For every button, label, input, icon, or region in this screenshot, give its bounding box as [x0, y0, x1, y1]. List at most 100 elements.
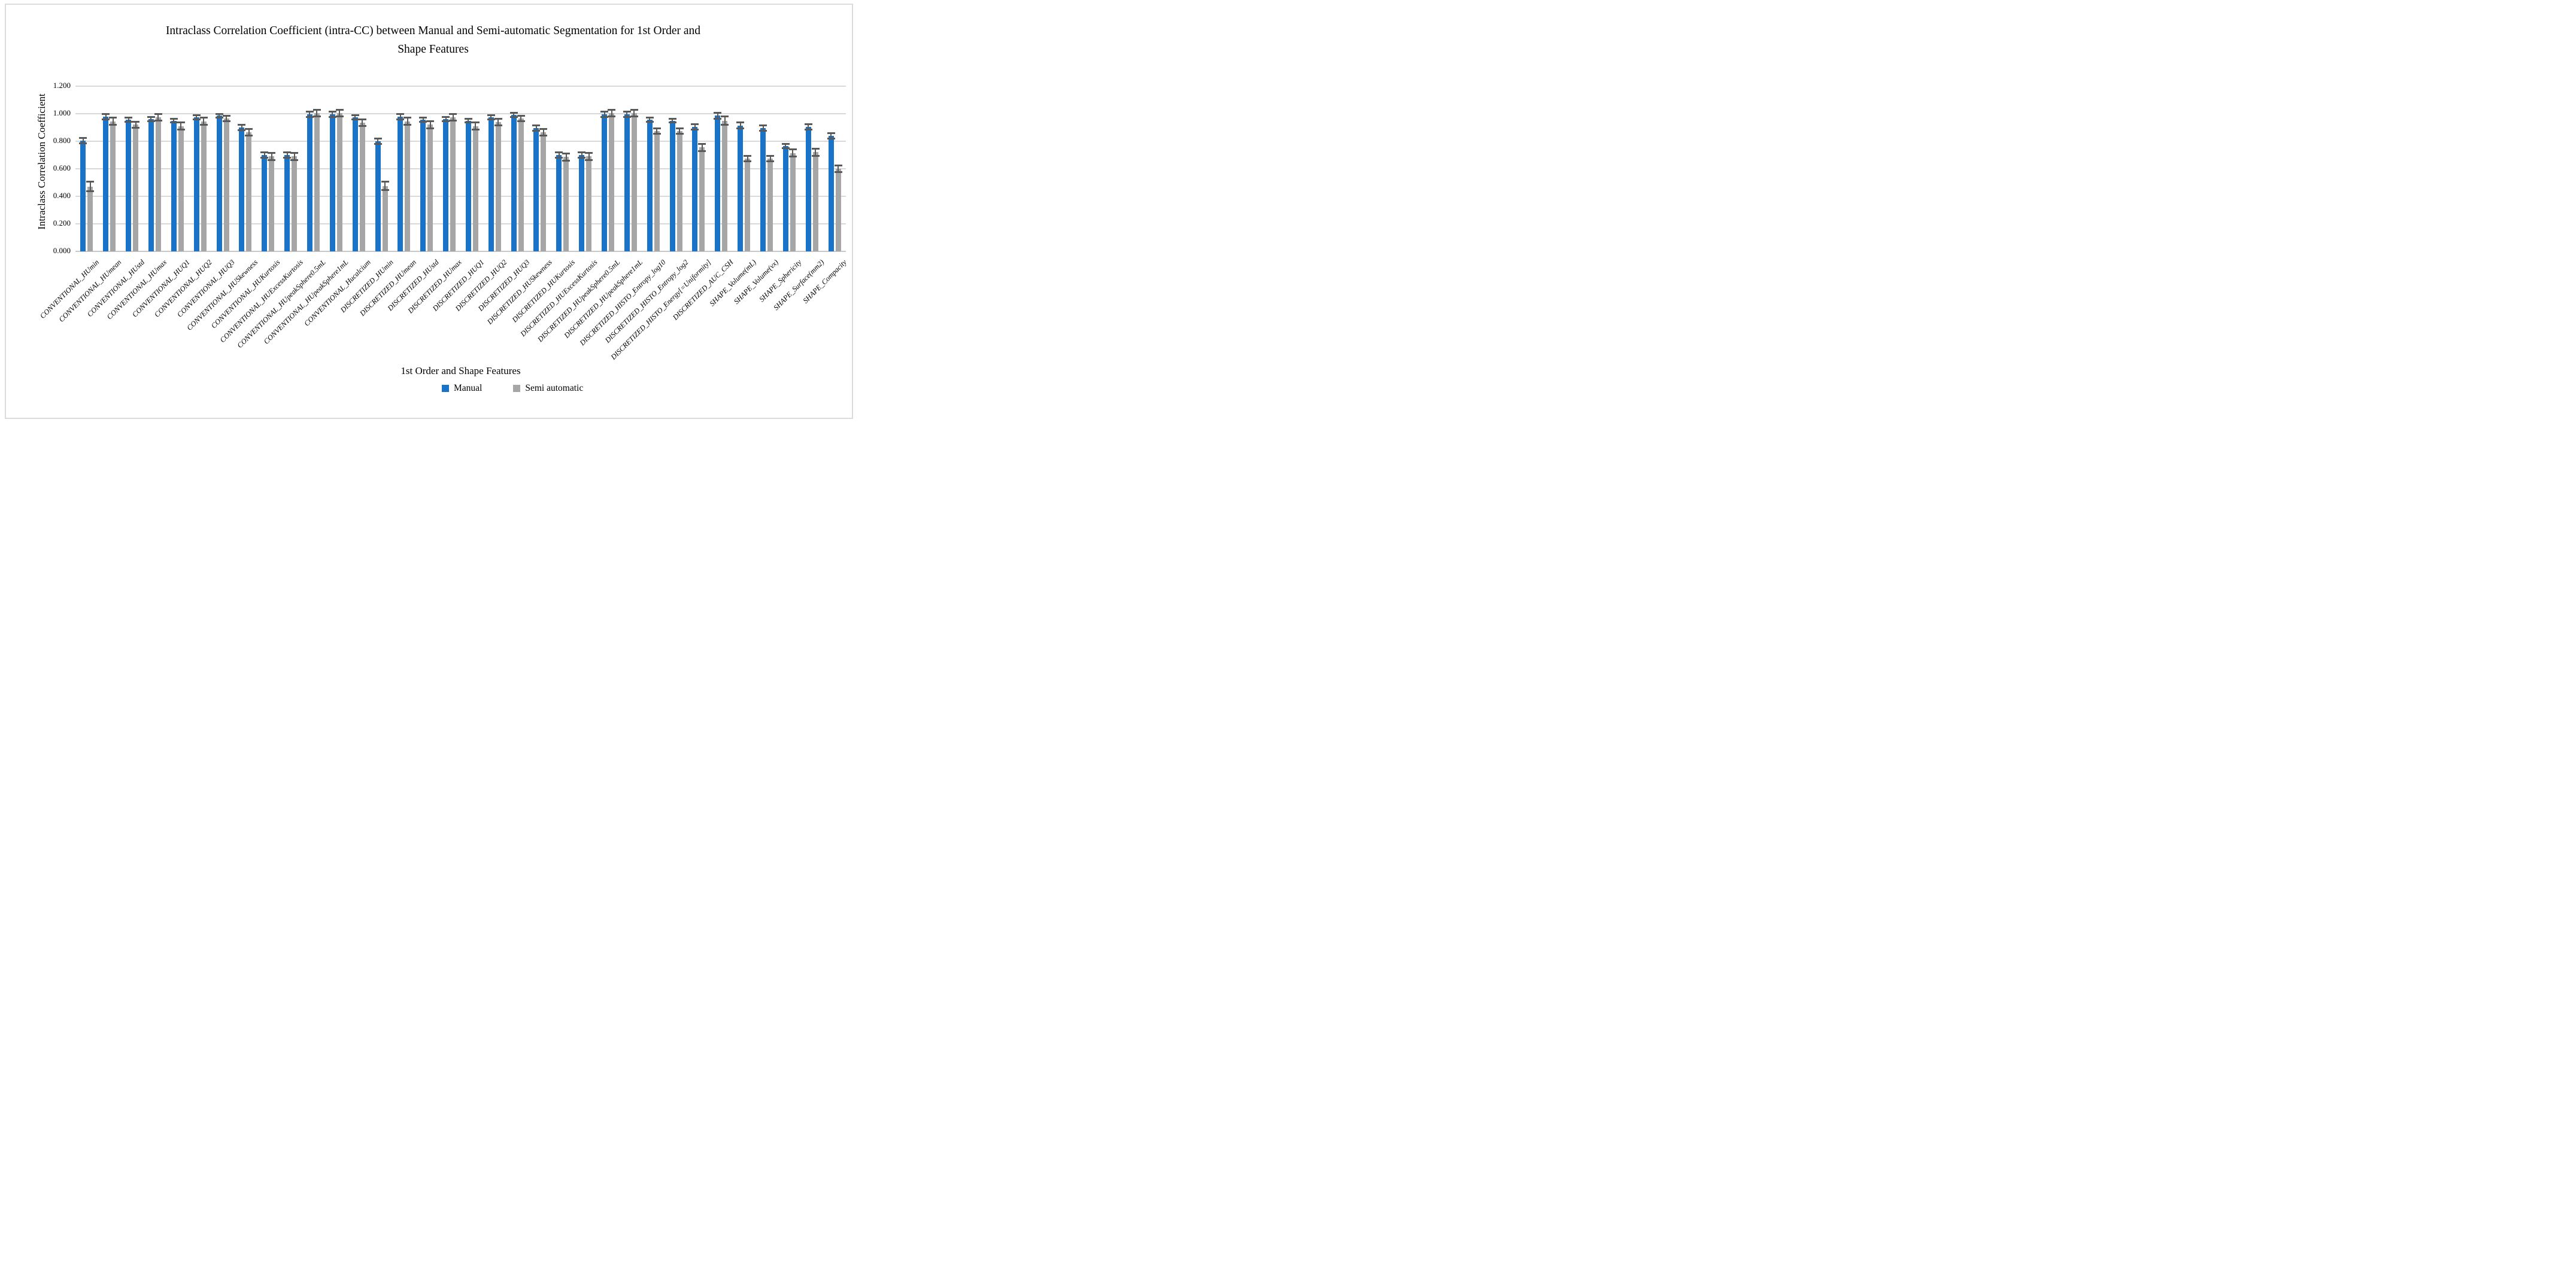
bar-semi-automatic — [699, 147, 705, 251]
error-whisker-semi-automatic — [724, 116, 726, 125]
error-whisker-semi-automatic — [135, 121, 136, 127]
bar-manual — [262, 155, 268, 251]
error-cap-top-semi-automatic — [358, 118, 366, 120]
error-cap-bottom-semi-automatic — [449, 120, 457, 121]
error-cap-bottom-manual — [509, 116, 518, 119]
legend-label-semi-automatic: Semi automatic — [525, 383, 584, 393]
bar-manual — [148, 119, 154, 251]
bar-semi-automatic — [518, 119, 524, 251]
error-cap-bottom-semi-automatic — [86, 190, 95, 193]
error-cap-bottom-semi-automatic — [312, 116, 321, 118]
error-whisker-manual — [332, 111, 333, 117]
error-cap-top-semi-automatic — [494, 117, 502, 120]
bar-manual — [329, 114, 335, 251]
error-cap-bottom-manual — [215, 117, 223, 119]
y-tick-label: 0.000 — [53, 246, 71, 255]
error-cap-top-manual — [305, 111, 314, 113]
bar-semi-automatic — [745, 158, 751, 251]
bar-semi-automatic — [405, 121, 411, 251]
error-whisker-semi-automatic — [89, 181, 91, 192]
error-cap-top-manual — [827, 132, 835, 134]
error-whisker-manual — [173, 119, 175, 123]
error-cap-bottom-manual — [351, 118, 359, 120]
bar-manual — [193, 117, 199, 251]
error-cap-bottom-semi-automatic — [177, 128, 185, 130]
bar-semi-automatic — [495, 121, 501, 251]
error-cap-bottom-manual — [691, 128, 699, 130]
error-cap-bottom-manual — [102, 118, 110, 120]
error-whisker-semi-automatic — [316, 110, 318, 117]
gridline — [75, 196, 846, 197]
error-cap-bottom-manual — [600, 116, 609, 119]
error-cap-bottom-semi-automatic — [585, 159, 593, 161]
error-whisker-semi-automatic — [588, 153, 590, 160]
bar-manual — [420, 120, 426, 251]
y-tick-label: 0.400 — [53, 191, 71, 200]
chart-title-line-1: Intraclass Correlation Coefficient (intr… — [165, 25, 701, 37]
error-cap-top-semi-automatic — [335, 108, 344, 111]
error-whisker-manual — [762, 125, 764, 131]
error-cap-bottom-semi-automatic — [811, 154, 820, 157]
bar-manual — [647, 120, 653, 251]
error-cap-bottom-semi-automatic — [268, 159, 276, 161]
y-tick-label: 1.200 — [53, 81, 71, 90]
error-cap-top-semi-automatic — [154, 113, 162, 115]
error-cap-bottom-semi-automatic — [132, 126, 140, 129]
error-whisker-semi-automatic — [701, 144, 703, 151]
error-whisker-manual — [241, 124, 242, 130]
error-cap-top-semi-automatic — [381, 181, 389, 183]
bar-semi-automatic — [314, 113, 320, 251]
error-cap-top-manual — [645, 117, 654, 119]
error-whisker-manual — [445, 117, 447, 121]
bar-manual — [239, 127, 245, 251]
bar-semi-automatic — [246, 132, 252, 251]
error-cap-top-manual — [192, 114, 201, 116]
bar-manual — [556, 155, 562, 251]
bar-semi-automatic — [472, 126, 478, 251]
bar-manual — [307, 114, 312, 251]
error-cap-top-manual — [736, 121, 745, 124]
error-cap-bottom-semi-automatic — [517, 120, 525, 123]
error-whisker-manual — [196, 115, 198, 120]
legend: Manual Semi automatic — [442, 383, 583, 394]
error-cap-top-manual — [351, 114, 359, 116]
bar-semi-automatic — [790, 153, 796, 251]
error-whisker-semi-automatic — [339, 110, 341, 117]
error-cap-bottom-semi-automatic — [245, 135, 253, 137]
error-cap-bottom-manual — [623, 116, 631, 119]
error-cap-top-semi-automatic — [471, 121, 480, 124]
bar-semi-automatic — [269, 156, 275, 251]
legend-swatch-semi-automatic — [513, 385, 521, 392]
legend-label-manual: Manual — [454, 383, 483, 393]
error-whisker-manual — [672, 119, 673, 123]
error-cap-bottom-semi-automatic — [630, 116, 638, 118]
error-whisker-manual — [603, 111, 605, 117]
bar-semi-automatic — [292, 156, 298, 251]
error-whisker-manual — [535, 125, 537, 131]
error-whisker-manual — [422, 117, 424, 122]
error-whisker-semi-automatic — [747, 156, 748, 162]
error-cap-bottom-semi-automatic — [358, 125, 366, 127]
bar-semi-automatic — [201, 121, 207, 251]
error-whisker-manual — [150, 117, 152, 121]
error-whisker-manual — [513, 113, 515, 117]
error-cap-bottom-manual — [781, 147, 790, 149]
error-cap-top-semi-automatic — [245, 127, 253, 130]
error-cap-top-manual — [328, 111, 336, 113]
bar-manual — [760, 128, 766, 251]
error-whisker-manual — [739, 122, 741, 129]
error-cap-bottom-semi-automatic — [834, 171, 842, 174]
error-cap-bottom-manual — [328, 116, 336, 119]
bar-semi-automatic — [541, 132, 547, 251]
error-cap-bottom-semi-automatic — [608, 116, 616, 118]
error-cap-top-manual — [147, 116, 155, 119]
error-cap-top-manual — [238, 123, 246, 126]
error-cap-top-semi-automatic — [539, 127, 548, 130]
error-cap-top-manual — [781, 143, 790, 145]
error-whisker-manual — [82, 138, 84, 144]
bar-manual — [533, 128, 539, 251]
error-whisker-manual — [399, 114, 401, 120]
bar-manual — [375, 141, 381, 251]
bar-semi-automatic — [87, 186, 93, 251]
bar-manual — [715, 116, 721, 251]
